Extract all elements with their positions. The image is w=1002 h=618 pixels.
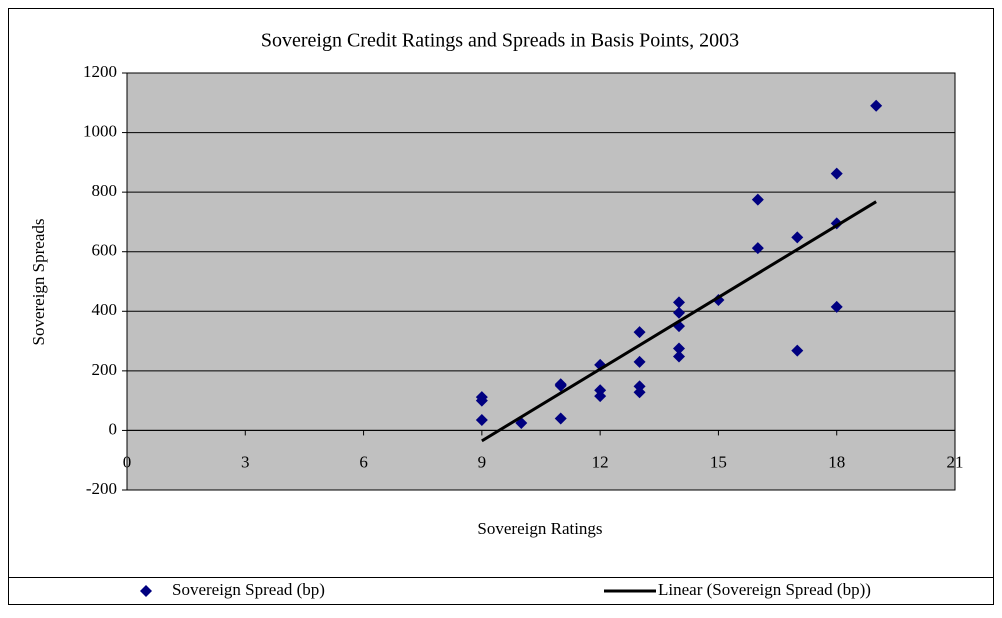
data-point xyxy=(870,99,883,112)
legend-label: Linear (Sovereign Spread (bp)) xyxy=(658,580,871,599)
data-point xyxy=(633,355,646,368)
trendline xyxy=(481,200,877,443)
data-point xyxy=(673,342,685,355)
data-point xyxy=(633,326,646,339)
data-point xyxy=(791,231,804,244)
data-point xyxy=(475,414,488,427)
x-tick-label: 3 xyxy=(241,452,250,471)
y-tick-label: 1200 xyxy=(83,62,117,81)
y-tick-label: 800 xyxy=(92,181,118,200)
data-point xyxy=(673,306,685,319)
x-tick-label: 15 xyxy=(710,452,727,471)
x-tick-label: 6 xyxy=(359,452,368,471)
legend-marker xyxy=(140,585,152,597)
data-point xyxy=(633,386,646,399)
data-point xyxy=(751,242,764,255)
y-tick-label: -200 xyxy=(86,479,117,498)
data-point xyxy=(673,296,685,309)
legend-label: Sovereign Spread (bp) xyxy=(172,580,325,599)
data-point xyxy=(791,344,804,357)
data-point xyxy=(751,193,764,206)
y-tick-label: 1000 xyxy=(83,121,117,140)
data-point xyxy=(830,300,843,313)
x-axis-label: Sovereign Ratings xyxy=(477,519,602,538)
data-point xyxy=(554,412,567,425)
y-axis-label: Sovereign Spreads xyxy=(29,218,48,345)
x-tick-label: 18 xyxy=(828,452,845,471)
data-point xyxy=(673,350,685,363)
chart-title: Sovereign Credit Ratings and Spreads in … xyxy=(261,30,739,52)
data-point xyxy=(830,167,843,180)
data-point xyxy=(554,379,567,392)
plot-area xyxy=(126,72,956,491)
y-tick-label: 200 xyxy=(92,360,118,379)
y-tick-label: 0 xyxy=(109,419,118,438)
y-tick-label: 600 xyxy=(92,241,118,260)
data-point xyxy=(594,390,607,403)
x-tick-label: 12 xyxy=(592,452,609,471)
x-tick-label: 21 xyxy=(947,452,964,471)
y-tick-label: 400 xyxy=(92,300,118,319)
x-tick-label: 9 xyxy=(478,452,487,471)
x-tick-label: 0 xyxy=(123,452,132,471)
data-point xyxy=(475,394,488,407)
